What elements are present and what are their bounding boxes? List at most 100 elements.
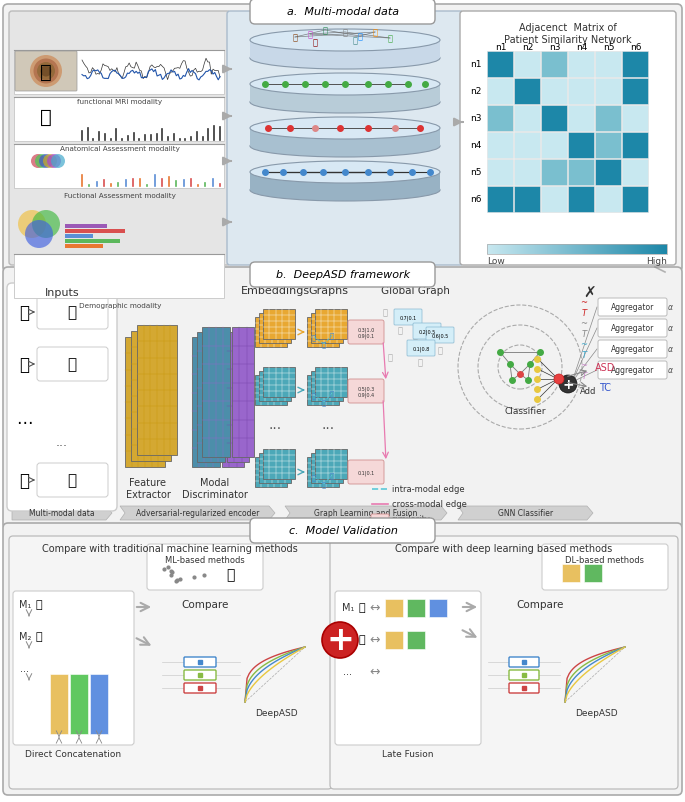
Text: n5: n5 [603, 43, 614, 51]
Bar [578, 245, 579, 255]
FancyBboxPatch shape [598, 362, 667, 379]
Bar [541, 79, 567, 105]
Bar [520, 245, 521, 255]
Text: Low: Low [487, 257, 505, 265]
Text: M₁: M₁ [342, 602, 354, 612]
Bar [490, 245, 491, 255]
Text: 🧍: 🧍 [412, 338, 417, 347]
Bar [551, 245, 552, 255]
Bar [518, 245, 519, 255]
Text: 👤: 👤 [388, 34, 393, 43]
Circle shape [51, 155, 65, 168]
Bar [642, 245, 643, 255]
Bar [197, 333, 225, 463]
Bar [521, 245, 522, 255]
FancyBboxPatch shape [7, 284, 117, 512]
Bar [65, 245, 103, 249]
Bar [65, 240, 120, 244]
Bar [584, 565, 602, 582]
FancyBboxPatch shape [394, 310, 422, 326]
Bar [597, 245, 598, 255]
Text: n3: n3 [471, 114, 482, 123]
Bar [568, 187, 594, 213]
Text: 🧠: 🧠 [67, 357, 77, 372]
Bar [618, 245, 619, 255]
Bar [635, 245, 636, 255]
Text: Direct Concatenation: Direct Concatenation [25, 750, 121, 759]
Bar [259, 314, 291, 343]
Text: Adversarial-regularized encoder: Adversarial-regularized encoder [136, 508, 259, 518]
Bar [614, 245, 615, 255]
Text: Compare with traditional machine learning methods: Compare with traditional machine learnin… [42, 543, 298, 553]
Text: Modal
Discriminator: Modal Discriminator [182, 477, 248, 499]
Bar [494, 245, 495, 255]
Bar [605, 245, 606, 255]
Bar [582, 245, 583, 255]
Bar [646, 245, 647, 255]
Text: 👤: 👤 [308, 30, 312, 39]
Bar [588, 245, 589, 255]
Bar [632, 245, 633, 255]
Bar [507, 245, 508, 255]
Text: ~
T: ~ T [580, 319, 588, 338]
Bar [569, 245, 570, 255]
Bar [553, 245, 554, 255]
Bar [14, 145, 224, 188]
Text: similarity: similarity [392, 515, 431, 524]
Bar [50, 674, 68, 734]
Bar [662, 245, 663, 255]
Bar [315, 367, 347, 398]
Bar [65, 229, 125, 233]
Bar [510, 245, 511, 255]
Bar [508, 245, 509, 255]
Bar [532, 245, 533, 255]
Bar [641, 245, 642, 255]
Bar [557, 245, 558, 255]
Bar [611, 245, 612, 255]
Bar [587, 245, 588, 255]
Text: Embeddings: Embeddings [240, 286, 310, 296]
FancyBboxPatch shape [37, 296, 108, 330]
Bar [533, 245, 534, 255]
Bar [558, 245, 559, 255]
Text: 🧍: 🧍 [417, 358, 423, 367]
Bar [259, 371, 291, 402]
Text: 👶: 👶 [19, 304, 29, 322]
Text: 🧍: 🧍 [312, 392, 316, 399]
Text: cross-modal edge: cross-modal edge [392, 500, 467, 508]
Text: M₁: M₁ [18, 599, 32, 610]
Bar [571, 245, 572, 255]
Text: 🧍: 🧍 [382, 308, 388, 317]
Bar [598, 245, 599, 255]
Bar [385, 599, 403, 618]
Text: 0.7|0.1: 0.7|0.1 [399, 315, 416, 320]
Bar [263, 449, 295, 480]
Text: n1: n1 [471, 60, 482, 69]
Bar [607, 245, 608, 255]
Text: functional MRI modality: functional MRI modality [77, 99, 162, 105]
Bar [585, 245, 586, 255]
Bar [541, 187, 567, 213]
Text: Aggregator: Aggregator [611, 345, 655, 354]
FancyBboxPatch shape [509, 683, 539, 693]
Bar [524, 245, 525, 255]
Bar [259, 453, 291, 484]
Bar [541, 160, 567, 186]
Bar [492, 245, 493, 255]
Text: 0.5|0.3
0.9|0.4: 0.5|0.3 0.9|0.4 [358, 386, 375, 398]
Bar [568, 160, 594, 186]
Ellipse shape [250, 180, 440, 202]
Circle shape [25, 221, 53, 249]
Text: 🧍: 🧍 [19, 355, 29, 374]
Bar [515, 245, 516, 255]
Bar [514, 133, 540, 159]
Bar [648, 245, 649, 255]
Text: M₂: M₂ [342, 634, 354, 644]
Bar [560, 245, 561, 255]
Bar [14, 255, 224, 298]
Bar [581, 245, 582, 255]
Bar [202, 327, 230, 457]
Bar [429, 599, 447, 618]
Circle shape [559, 375, 577, 394]
Text: 📷: 📷 [359, 602, 365, 612]
